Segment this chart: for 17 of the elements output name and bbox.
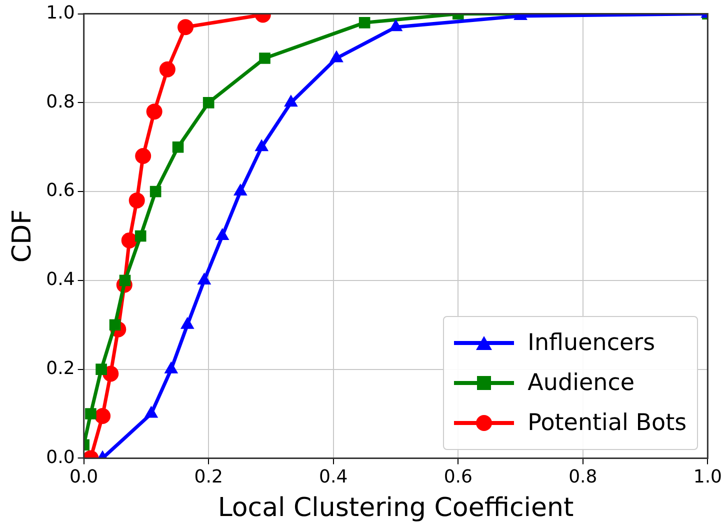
y-tick-label: 0.2: [46, 358, 75, 379]
y-tick-label: 1.0: [46, 2, 75, 24]
y-tick-label: 0.0: [46, 446, 75, 468]
legend-label: Audience: [528, 370, 634, 396]
x-tick-label: 0.4: [319, 466, 348, 488]
x-axis-title: Local Clustering Coefficient: [218, 493, 574, 524]
x-tick-label: 0.0: [70, 466, 98, 488]
x-tick-label: 1.0: [693, 466, 722, 488]
x-tick-label: 0.6: [444, 466, 472, 488]
y-tick-label: 0.6: [46, 180, 75, 202]
y-tick-label: 0.8: [46, 91, 75, 112]
x-tick-label: 0.2: [194, 466, 223, 488]
y-tick-label: 0.4: [46, 269, 75, 290]
x-tick-label: 0.8: [568, 466, 598, 488]
y-axis-title: CDF: [7, 209, 38, 263]
legend-label: Influencers: [528, 330, 656, 356]
legend-label: Potential Bots: [528, 410, 687, 436]
